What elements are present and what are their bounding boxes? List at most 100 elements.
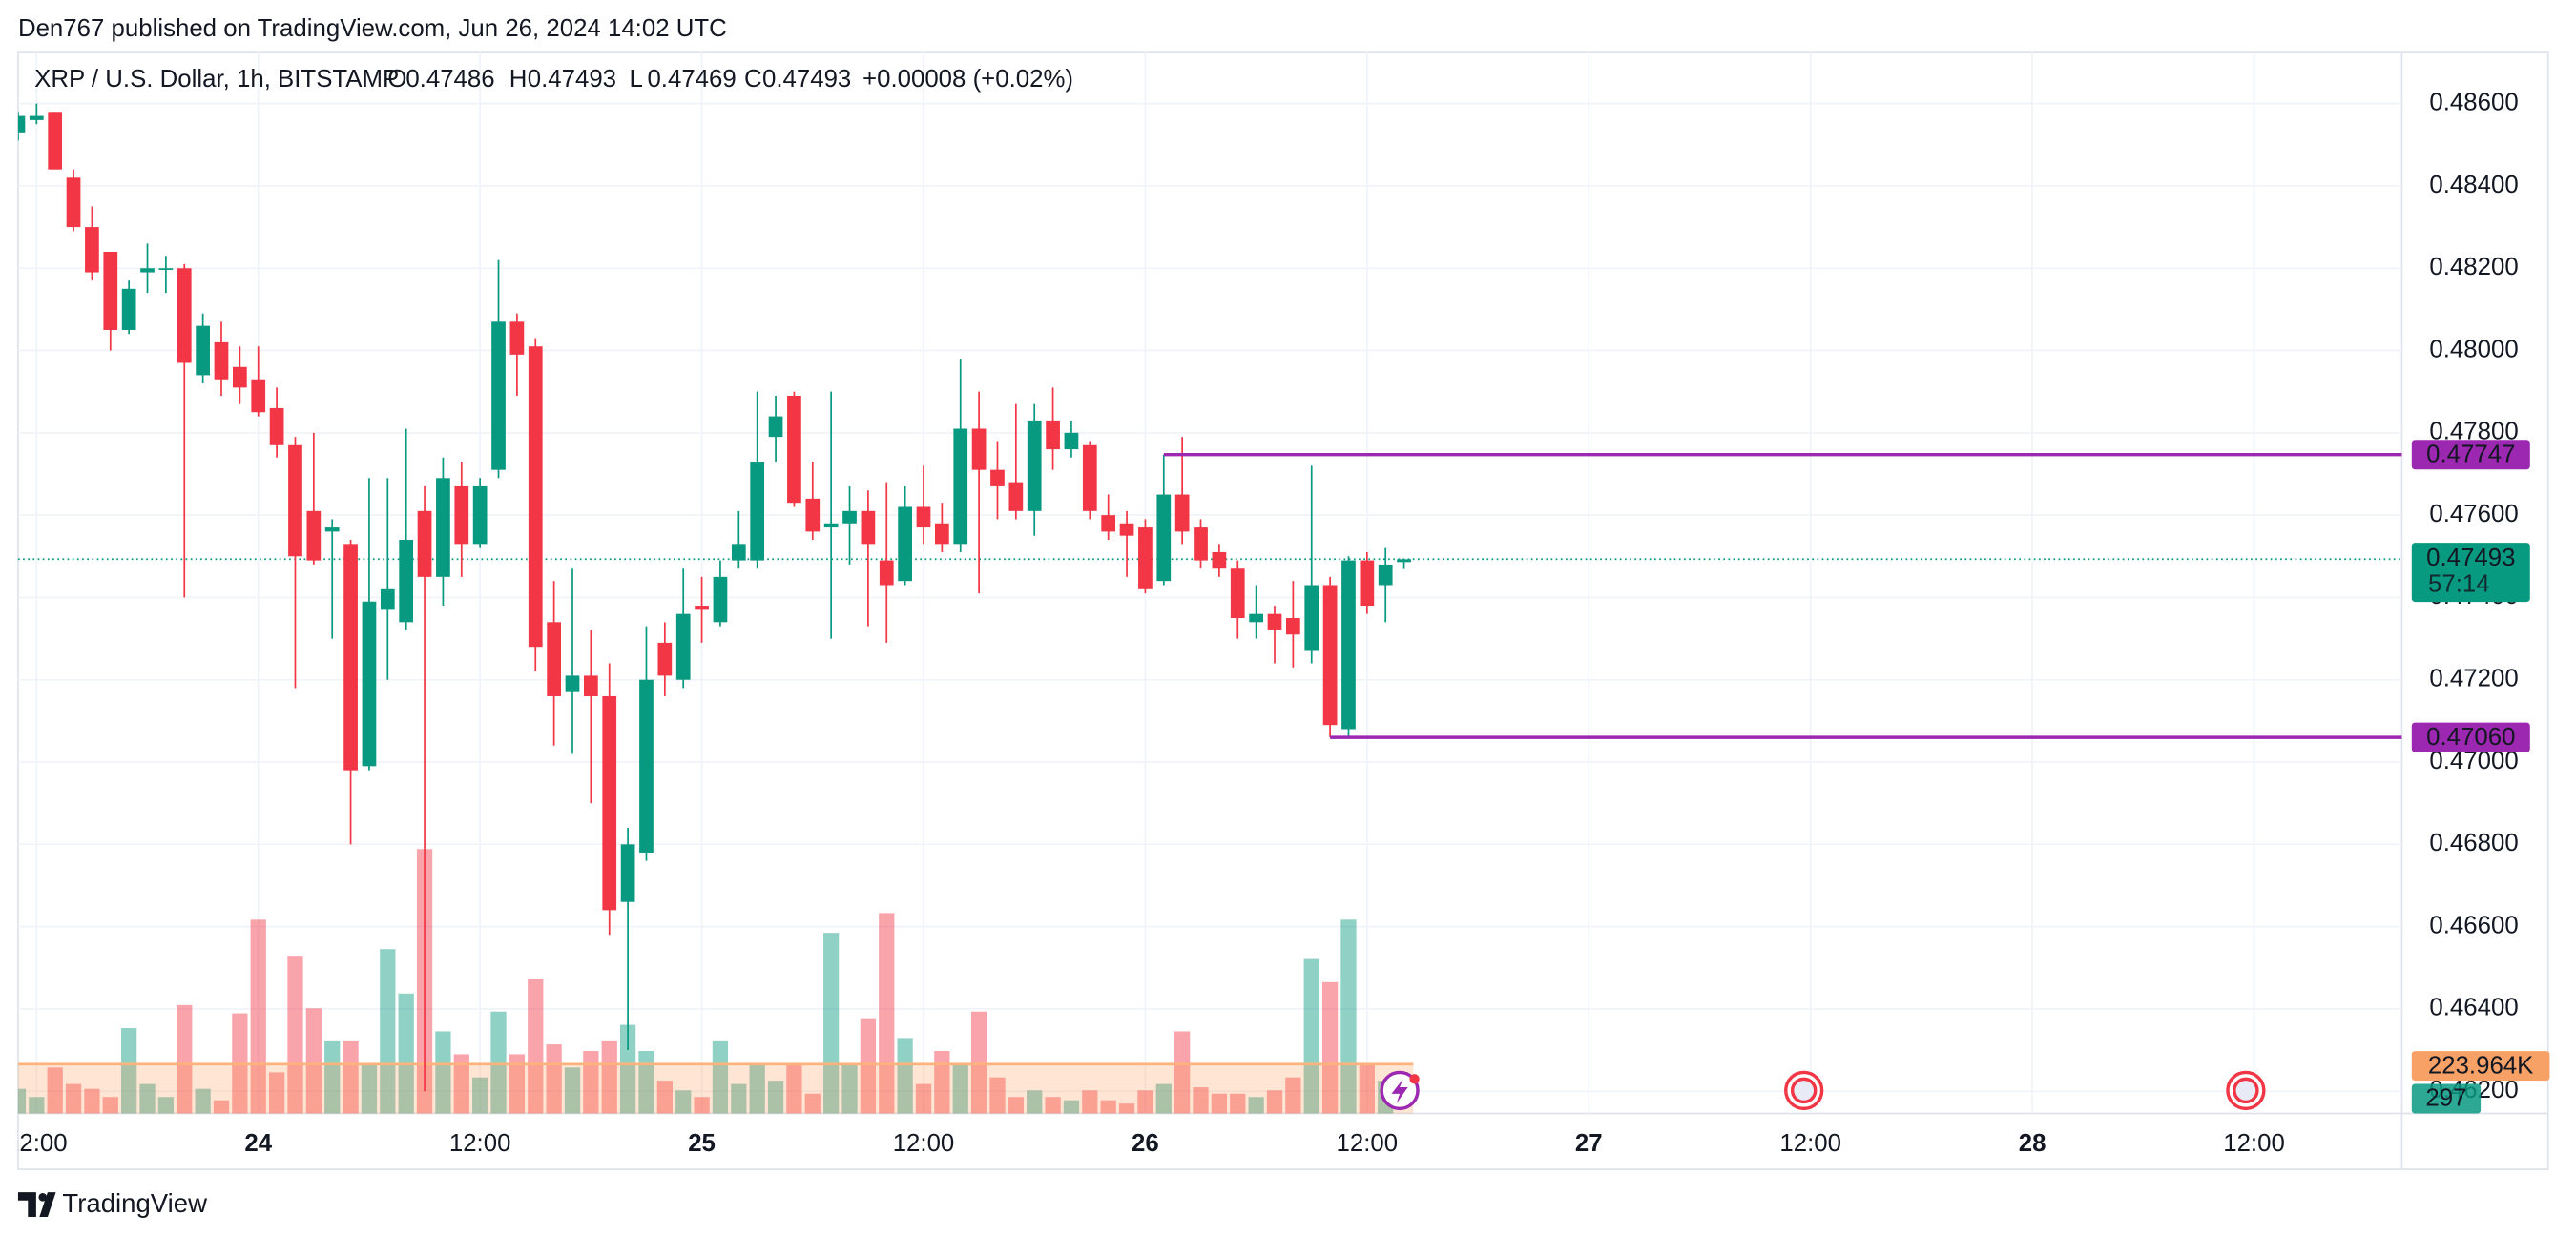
candle-body [1138, 527, 1153, 589]
candle-body [343, 544, 358, 771]
candle-body [842, 510, 857, 524]
volume-bar [195, 1088, 211, 1114]
current-price-tag [2411, 543, 2530, 603]
y-tick-label: 0.47200 [2429, 666, 2518, 692]
volume-bar [84, 1088, 100, 1114]
ohlc-key: L [630, 66, 643, 93]
volume-bar [915, 1083, 932, 1114]
volume-bar [786, 1063, 802, 1114]
volume-bar [804, 1093, 821, 1114]
candle-body [547, 622, 561, 696]
volume-bar [1359, 1063, 1375, 1114]
volume-bar [528, 978, 544, 1114]
level-tag-label: 0.47060 [2426, 724, 2515, 751]
volume-bar [1174, 1031, 1191, 1114]
volume-bar [1321, 981, 1339, 1114]
volume-bar [305, 1008, 322, 1114]
candle-body [140, 268, 155, 273]
candle-body [1027, 420, 1042, 511]
volume-bar [435, 1031, 451, 1114]
candle-body [823, 523, 839, 528]
candle-body [177, 268, 192, 363]
volume-bar [268, 1072, 285, 1114]
ohlc-value: 0.47486 [405, 66, 494, 93]
volume-bar [1211, 1093, 1228, 1114]
volume-bar [121, 1028, 137, 1114]
candle-body [436, 478, 450, 577]
logo-dot [38, 1193, 48, 1202]
candle-body [288, 444, 302, 557]
candle-body [306, 510, 322, 561]
volume-label: 297 [2425, 1085, 2466, 1112]
time-axis: 12:00 24 12:00 25 12:00 26 12:00 27 12:00 28 12:00 [6, 1130, 2285, 1157]
candle-body [584, 675, 598, 696]
volume-bar [177, 1004, 193, 1114]
volume-bar [1137, 1090, 1153, 1114]
candle-body [1249, 613, 1263, 623]
event-dot [1409, 1074, 1420, 1084]
y-tick-label: 0.46600 [2429, 912, 2518, 938]
candle-body [861, 510, 876, 545]
volume-bar [1303, 958, 1319, 1114]
volume-bar [712, 1040, 729, 1114]
volume-bar [1248, 1097, 1264, 1114]
candle-body [935, 523, 949, 545]
x-tick-label: 28 [2019, 1130, 2046, 1157]
candle-body [1082, 444, 1097, 511]
candle-body [879, 560, 894, 586]
y-tick-label: 0.48400 [2429, 172, 2518, 198]
candle-body [454, 485, 469, 545]
symbol-title: XRP / U.S. Dollar, 1h, BITSTAMP [34, 66, 399, 93]
volume-bar [749, 1063, 765, 1114]
candle-body [417, 510, 432, 577]
candle-body [324, 527, 340, 532]
candle-body [251, 379, 266, 413]
candle-body [731, 544, 746, 561]
volume-bar [1100, 1100, 1116, 1114]
candle-body [48, 112, 63, 170]
flag-icon [2233, 1077, 2259, 1104]
volume-bar [583, 1051, 599, 1114]
candle-body [805, 498, 821, 532]
candle-body [158, 268, 174, 270]
volume-ma-area [17, 1063, 1414, 1114]
candle-body [675, 613, 691, 680]
volume-bar [17, 1088, 27, 1114]
candle-body [1360, 560, 1375, 607]
volume-bar [601, 1040, 617, 1114]
volume-bar [65, 1083, 82, 1114]
candle-body [898, 506, 912, 582]
ohlc-key: C [744, 66, 762, 93]
volume-bar [989, 1077, 1006, 1114]
volume-bar [1008, 1097, 1024, 1114]
volume-tag [2411, 1083, 2482, 1114]
volume-bar [139, 1083, 156, 1114]
publisher-header: Den767 published on TradingView.com, Jun… [18, 15, 727, 42]
volume-bar [472, 1077, 488, 1114]
candle-body [1267, 613, 1282, 630]
candle-body [1046, 420, 1060, 450]
x-tick-label: 12:00 [2223, 1130, 2285, 1157]
x-tick-label: 26 [1132, 1130, 1159, 1157]
x-tick-label: 27 [1575, 1130, 1603, 1157]
volume-bar [29, 1097, 45, 1114]
volume-bar [453, 1054, 469, 1114]
candle-body [602, 695, 617, 911]
x-tick-label: 12:00 [6, 1130, 68, 1157]
candle-body [768, 416, 783, 438]
volume-bar [343, 1040, 359, 1114]
candle-body [1341, 560, 1356, 730]
y-tick-label: 0.46800 [2429, 830, 2518, 856]
brand-name: TradingView [62, 1188, 207, 1218]
candle-body [953, 428, 968, 545]
volume-bar [564, 1067, 581, 1114]
candle-body [1174, 494, 1190, 532]
y-tick-label: 0.48200 [2429, 254, 2518, 280]
volume-bar [619, 1024, 636, 1114]
candle-body [1230, 568, 1245, 618]
volume-bar [380, 949, 396, 1114]
x-tick-label: 12:00 [1779, 1130, 1841, 1157]
volume-bar [1193, 1087, 1209, 1114]
volume-bar [1063, 1100, 1080, 1114]
plot-area [17, 103, 2402, 1114]
